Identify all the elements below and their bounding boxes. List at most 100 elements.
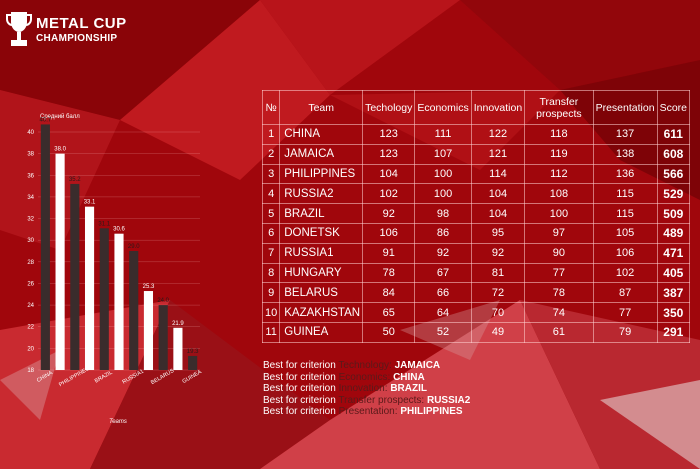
table-cell: 122 bbox=[470, 124, 526, 145]
best-team: RUSSIA2 bbox=[426, 394, 471, 406]
table-cell: 7 bbox=[261, 242, 281, 264]
x-tick-label: GUINEA bbox=[182, 369, 204, 385]
table-cell: CHINA bbox=[279, 124, 364, 145]
bar bbox=[188, 355, 198, 370]
table-cell: 66 bbox=[414, 282, 472, 304]
table-cell: DONETSK bbox=[279, 222, 364, 244]
header-presentation: Presentation bbox=[592, 90, 658, 125]
table-cell: 114 bbox=[470, 163, 526, 185]
header-transfer: Transfer prospects bbox=[524, 90, 594, 125]
table-cell: 87 bbox=[592, 282, 658, 304]
best-team: PHILIPPINES bbox=[400, 406, 463, 418]
table-cell: 106 bbox=[362, 222, 416, 244]
table-cell: 52 bbox=[414, 321, 472, 343]
table-cell: 137 bbox=[592, 124, 658, 145]
table-cell: 123 bbox=[362, 143, 416, 165]
bar-value-label: 29.0 bbox=[128, 244, 140, 250]
table-cell: 2 bbox=[261, 143, 281, 165]
table-cell: 1 bbox=[261, 124, 281, 145]
bar-value-label: 30.6 bbox=[113, 227, 125, 233]
table-cell: 608 bbox=[656, 143, 691, 165]
bar-value-label: 33.1 bbox=[84, 200, 96, 206]
results-table: № Team Techology Economics Innovation Tr… bbox=[261, 90, 691, 343]
table-cell: 104 bbox=[362, 163, 416, 185]
table-cell: 489 bbox=[656, 222, 691, 244]
table-cell: 86 bbox=[414, 222, 472, 244]
table-cell: 8 bbox=[261, 262, 281, 284]
table-cell: RUSSIA1 bbox=[279, 242, 364, 264]
bar bbox=[143, 291, 154, 370]
table-cell: 115 bbox=[592, 183, 658, 205]
table-cell: 67 bbox=[414, 262, 472, 284]
table-cell: 97 bbox=[524, 222, 594, 244]
table-cell: 350 bbox=[656, 302, 691, 323]
table-cell: 138 bbox=[592, 143, 658, 165]
header-economics: Economics bbox=[414, 90, 472, 125]
table-cell: KAZAKHSTAN bbox=[279, 302, 364, 323]
table-cell: 11 bbox=[261, 321, 281, 343]
table-body: 1 CHINA 123 111 122 118 137 611 2 JAMAICA 123 107 12… bbox=[261, 124, 691, 343]
bar-value-label: 19.3 bbox=[187, 349, 199, 355]
table-cell: 92 bbox=[470, 242, 526, 264]
table-cell: 123 bbox=[362, 124, 416, 145]
table-row: 11 GUINEA 50 52 49 61 79 291 bbox=[261, 321, 691, 343]
best-criterion: Innovation: bbox=[338, 383, 388, 395]
best-criterion: Presentation: bbox=[338, 406, 398, 418]
bar-value-label: 35.2 bbox=[69, 177, 81, 183]
table-cell: 3 bbox=[261, 163, 281, 185]
table-cell: 72 bbox=[470, 282, 526, 304]
best-line: Best for criterion Economics: CHINA bbox=[263, 372, 493, 384]
x-tick-label: BRAZIL bbox=[94, 370, 114, 385]
bar-value-label: 25.3 bbox=[143, 284, 155, 290]
table-cell: 98 bbox=[414, 203, 472, 224]
table-cell: 112 bbox=[524, 163, 594, 185]
table-row: 8 HUNGARY 78 67 81 77 102 405 bbox=[261, 262, 691, 284]
best-prefix: Best for criterion bbox=[263, 383, 336, 395]
best-line: Best for criterion Transfer prospects: R… bbox=[263, 395, 493, 407]
bar bbox=[84, 206, 95, 370]
table-cell: 405 bbox=[656, 262, 691, 284]
table-cell: HUNGARY bbox=[279, 262, 364, 284]
table-cell: 104 bbox=[470, 183, 526, 205]
table-cell: 95 bbox=[470, 222, 526, 244]
table-cell: 106 bbox=[592, 242, 658, 264]
best-for-criterion: Best for criterion Technology: JAMAICA Be… bbox=[263, 360, 493, 418]
table-cell: 77 bbox=[592, 302, 658, 323]
table-row: 4 RUSSIA2 102 100 104 108 115 529 bbox=[261, 183, 691, 205]
best-team: CHINA bbox=[393, 371, 425, 383]
table-cell: 100 bbox=[414, 183, 472, 205]
table-cell: 65 bbox=[362, 302, 416, 323]
y-tick-label: 28 bbox=[27, 260, 34, 266]
y-tick-label: 40 bbox=[27, 130, 34, 136]
table-cell: 119 bbox=[524, 143, 594, 165]
table-row: 2 JAMAICA 123 107 121 119 138 608 bbox=[261, 143, 691, 165]
y-tick-label: 22 bbox=[27, 325, 34, 331]
bar bbox=[70, 183, 80, 370]
table-cell: 70 bbox=[470, 302, 526, 323]
table-cell: 100 bbox=[524, 203, 594, 224]
table-cell: 77 bbox=[524, 262, 594, 284]
table-cell: 107 bbox=[414, 143, 472, 165]
bar-value-label: 38.0 bbox=[54, 147, 66, 153]
best-prefix: Best for criterion bbox=[263, 371, 336, 383]
table-cell: 6 bbox=[261, 222, 281, 244]
bar bbox=[55, 153, 65, 370]
best-line: Best for criterion Innovation: BRAZIL bbox=[263, 383, 493, 395]
table-row: 1 CHINA 123 111 122 118 137 611 bbox=[261, 124, 691, 145]
table-cell: 50 bbox=[362, 321, 416, 343]
table-cell: 4 bbox=[261, 183, 281, 205]
y-tick-label: 20 bbox=[27, 346, 34, 352]
bar-value-label: 31.1 bbox=[98, 221, 110, 227]
bar-value-label: 24.0 bbox=[157, 298, 169, 304]
header-technology: Techology bbox=[362, 90, 416, 125]
table-cell: 121 bbox=[470, 143, 526, 165]
table-cell: 105 bbox=[592, 222, 658, 244]
y-tick-label: 32 bbox=[27, 217, 34, 223]
logo-subtitle: CHAMPIONSHIP bbox=[36, 33, 118, 44]
table-cell: 100 bbox=[414, 163, 472, 185]
best-team: BRAZIL bbox=[390, 383, 427, 395]
bar bbox=[173, 327, 183, 370]
table-header-row: № Team Techology Economics Innovation Tr… bbox=[261, 90, 691, 125]
best-team: JAMAICA bbox=[394, 360, 441, 371]
table-cell: 108 bbox=[524, 183, 594, 205]
